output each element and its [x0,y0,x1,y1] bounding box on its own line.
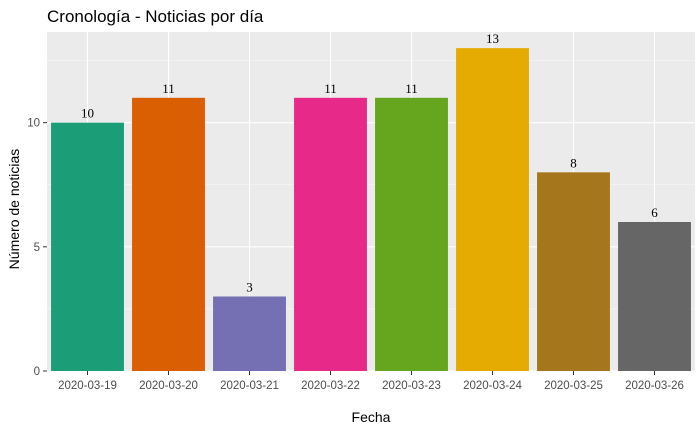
x-tick-label: 2020-03-24 [463,380,522,392]
x-tick-label: 2020-03-21 [220,380,279,392]
y-tick-label: 5 [34,242,40,254]
data-label: 3 [246,279,253,294]
data-label: 8 [570,155,577,170]
data-label: 13 [486,31,499,46]
y-tick-label: 0 [34,366,40,378]
x-tick-label: 2020-03-22 [301,380,360,392]
y-tick-label: 10 [27,118,40,130]
x-tick-label: 2020-03-26 [625,380,684,392]
y-axis: 0 5 10 [27,118,47,378]
bar-2020-03-21 [213,296,286,371]
x-tick-label: 2020-03-25 [544,380,603,392]
bar-2020-03-22 [294,97,367,372]
x-tick-label: 2020-03-19 [58,380,117,392]
bars [51,48,691,372]
data-label: 6 [651,205,658,220]
data-label: 11 [324,81,337,96]
x-tick-label: 2020-03-23 [382,380,441,392]
chart-title: Cronología - Noticias por día [47,7,264,26]
data-label: 10 [81,106,94,121]
x-axis: 2020-03-19 2020-03-20 2020-03-21 2020-03-22… [58,371,684,392]
x-axis-title: Fecha [352,409,391,425]
bar-2020-03-24 [456,48,529,372]
data-label: 11 [405,81,418,96]
bar-2020-03-20 [132,97,205,372]
data-labels: 10 11 3 11 11 13 8 6 [81,31,658,294]
bar-2020-03-19 [51,122,124,372]
y-axis-title: Número de noticias [6,149,22,270]
x-tick-label: 2020-03-20 [139,380,198,392]
bar-2020-03-23 [375,97,448,372]
data-label: 11 [162,81,175,96]
bar-2020-03-26 [618,221,691,371]
bar-2020-03-25 [537,172,610,371]
